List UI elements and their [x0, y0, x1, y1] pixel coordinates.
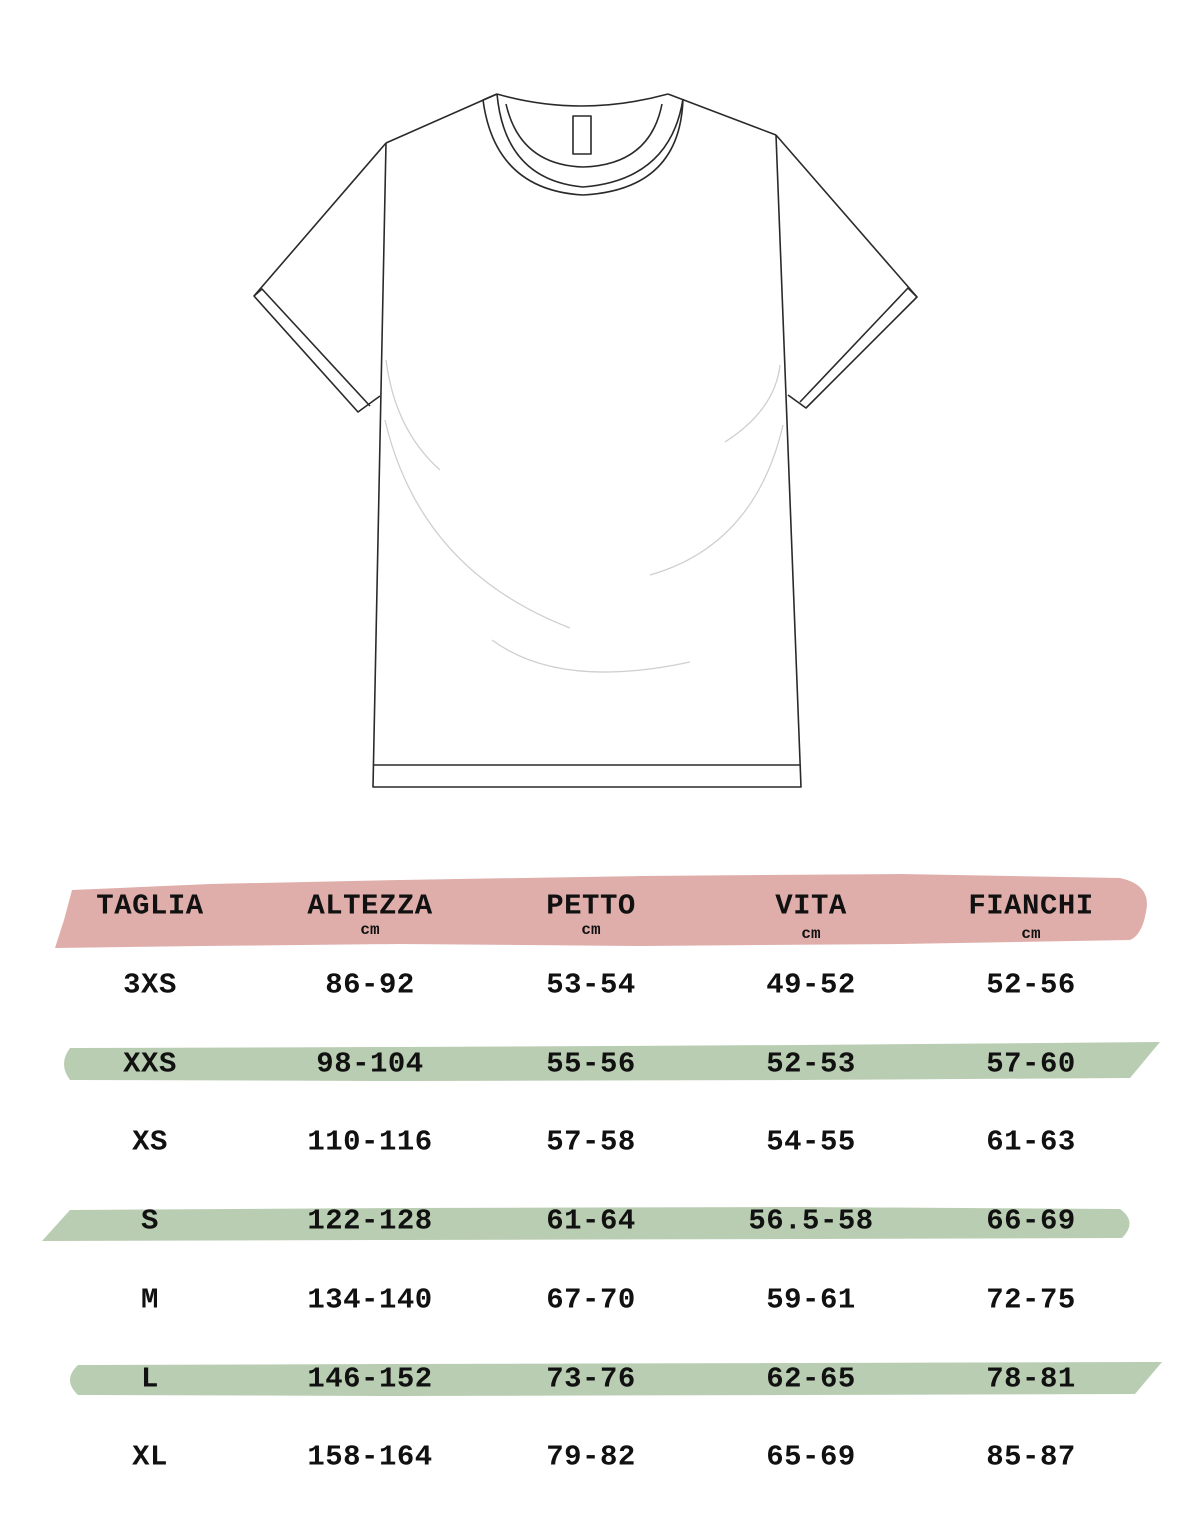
shirt-body: [372, 134, 802, 788]
size-label: 3XS: [123, 968, 177, 1002]
table-cell: 59-61: [766, 1283, 856, 1317]
table-cell: 85-87: [986, 1440, 1076, 1474]
table-cell: 73-76: [546, 1362, 636, 1395]
table-cell: 72-75: [986, 1283, 1076, 1317]
column-header: TAGLIA: [96, 889, 204, 923]
table-cell: 122-128: [307, 1204, 433, 1238]
shirt-fold: [649, 424, 784, 576]
row-band-s: [42, 1207, 1130, 1241]
table-cell: 67-70: [546, 1283, 636, 1317]
column-header: VITA: [775, 889, 847, 923]
shirt-label: [572, 115, 592, 155]
table-cell: 86-92: [325, 968, 415, 1002]
size-label: S: [141, 1204, 159, 1238]
table-cell: 57-60: [986, 1047, 1076, 1081]
table-cell: 78-81: [986, 1362, 1076, 1395]
size-label: XXS: [123, 1047, 177, 1081]
size-label: M: [141, 1283, 159, 1317]
table-cell: 56.5-58: [748, 1204, 874, 1238]
row-band-xxs: [64, 1042, 1160, 1081]
column-header: ALTEZZA: [307, 889, 433, 923]
size-label: L: [141, 1362, 159, 1395]
table-cell: 65-69: [766, 1440, 856, 1474]
table-cell: 52-56: [986, 968, 1076, 1002]
table-cell: 146-152: [307, 1362, 433, 1395]
table-cell: 134-140: [307, 1283, 433, 1317]
shirt-fold: [385, 359, 441, 471]
table-cell: 61-63: [986, 1125, 1076, 1159]
column-header: FIANCHI: [968, 889, 1094, 923]
table-cell: 66-69: [986, 1204, 1076, 1238]
column-header: PETTO: [546, 889, 636, 923]
table-cell: 61-64: [546, 1204, 636, 1238]
table-cell: 57-58: [546, 1125, 636, 1159]
table-cell: 55-56: [546, 1047, 636, 1081]
shirt-fold: [724, 364, 781, 443]
table-cell: 79-82: [546, 1440, 636, 1474]
table-cell: 49-52: [766, 968, 856, 1002]
size-label: XL: [132, 1440, 168, 1474]
shirt-right-sleeve: [775, 134, 918, 409]
size-label: XS: [132, 1125, 168, 1159]
table-cell: 110-116: [307, 1125, 433, 1159]
column-unit: cm: [360, 921, 380, 939]
table-cell: 53-54: [546, 968, 636, 1002]
shirt-fold: [384, 419, 571, 629]
table-cell: 98-104: [316, 1047, 424, 1081]
header-band: [55, 874, 1147, 948]
table-cell: 158-164: [307, 1440, 433, 1474]
table-cell: 52-53: [766, 1047, 856, 1081]
t-shirt-illustration: [253, 93, 918, 788]
shirt-fold: [491, 639, 691, 673]
column-unit: cm: [581, 921, 601, 939]
row-band-l: [70, 1362, 1162, 1396]
column-unit: cm: [1021, 925, 1041, 943]
column-unit: cm: [801, 925, 821, 943]
shirt-collar: [496, 93, 669, 107]
table-cell: 62-65: [766, 1362, 856, 1395]
table-cell: 54-55: [766, 1125, 856, 1159]
